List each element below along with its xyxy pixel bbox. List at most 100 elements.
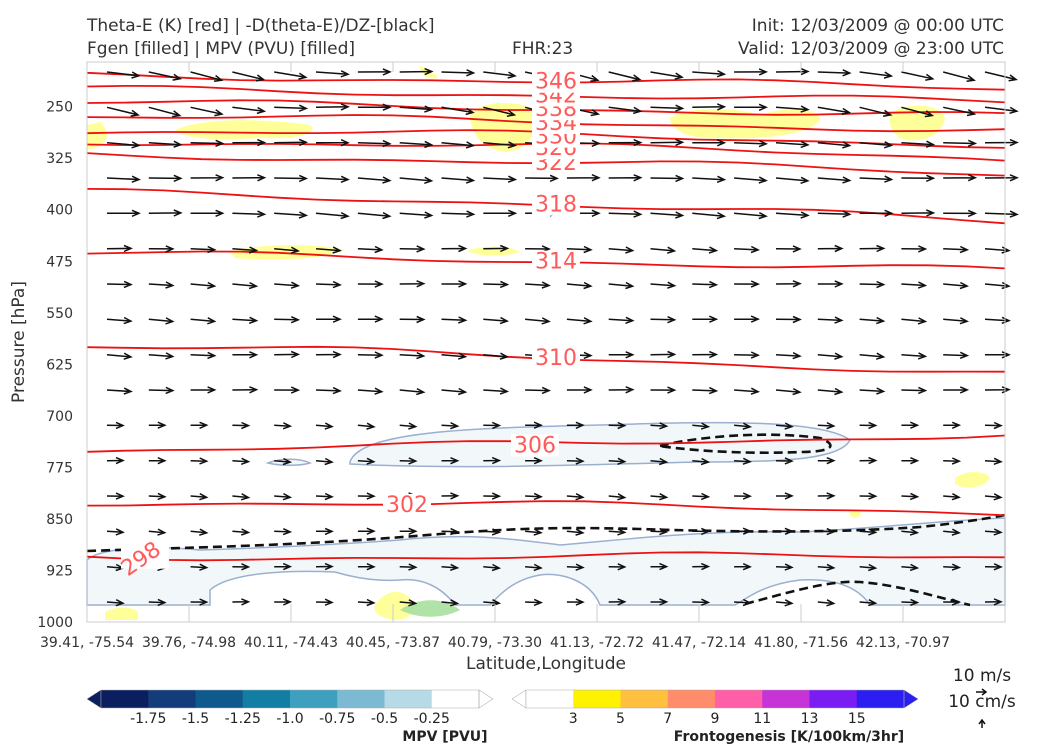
wind-arrow xyxy=(107,209,141,217)
wind-arrow xyxy=(106,106,140,117)
wind-arrow xyxy=(232,386,259,394)
wind-arrow xyxy=(274,246,300,254)
wind-arrow xyxy=(775,211,810,219)
wind-arrow xyxy=(692,139,727,147)
wind-arrow xyxy=(775,140,810,149)
wind-arrow xyxy=(106,599,125,607)
wind-arrow xyxy=(901,352,928,360)
fgen-region-3 xyxy=(670,108,820,139)
wind-arrow xyxy=(650,174,685,183)
wind-arrow xyxy=(692,422,711,430)
wind-arrow xyxy=(859,352,886,360)
wind-arrow xyxy=(901,245,928,253)
wind-arrow xyxy=(274,174,309,183)
contour-label-314: 314 xyxy=(535,250,577,275)
x-axis: 39.41, -75.54 39.76, -74.98 40.11, -74.43 4… xyxy=(40,62,950,651)
wind-arrow xyxy=(734,245,760,254)
wind-arrow xyxy=(190,493,209,501)
wind-arrow xyxy=(357,387,384,395)
mpv-colorbar-label: MPV [PVU] xyxy=(402,729,487,745)
fgen-colorbar-tick-label: 15 xyxy=(848,711,866,727)
wind-arrow xyxy=(859,71,894,79)
contour-label-bg xyxy=(532,70,580,93)
wind-arrow xyxy=(650,350,677,359)
wind-arrow xyxy=(608,316,635,325)
wind-arrow xyxy=(734,280,760,288)
wind-arrow xyxy=(190,421,209,429)
wind-arrow xyxy=(984,71,1018,82)
wind-arrow xyxy=(274,104,309,112)
wind-arrow xyxy=(984,528,1003,536)
wind-arrow xyxy=(901,598,920,607)
wind-arrow xyxy=(943,317,970,325)
wind-arrow xyxy=(943,493,961,501)
fgen-colorbar-tick-label: 13 xyxy=(801,711,819,727)
wind-arrow xyxy=(106,316,133,325)
wind-arrow xyxy=(399,176,434,185)
wind-arrow xyxy=(315,280,342,289)
wind-arrow xyxy=(859,106,893,117)
wind-key-arrow xyxy=(976,688,988,696)
mpv-colorbar-frame xyxy=(100,689,480,709)
contour-label-318: 318 xyxy=(535,193,577,218)
wind-arrow xyxy=(943,457,962,465)
wind-arrow xyxy=(566,281,593,290)
wind-arrow xyxy=(650,598,669,606)
wind-arrow xyxy=(315,70,350,78)
wind-arrow xyxy=(525,528,543,536)
fgen-colorbar-segment xyxy=(667,690,716,708)
wind-arrow xyxy=(943,71,976,83)
wind-arrow xyxy=(148,528,167,536)
wind-arrow xyxy=(943,563,962,571)
wind-arrow xyxy=(901,106,935,118)
wind-arrow xyxy=(859,175,894,183)
wind-arrow xyxy=(984,563,1003,571)
wind-arrow xyxy=(315,315,342,323)
wind-arrow xyxy=(566,528,585,536)
y-tick-label: 850 xyxy=(46,512,73,528)
wind-arrow xyxy=(106,141,141,149)
wind-arrow xyxy=(650,211,685,219)
wind-arrow xyxy=(608,174,643,182)
wind-arrow xyxy=(399,105,434,113)
wind-arrow xyxy=(441,316,468,324)
wind-arrow xyxy=(734,492,752,500)
wind-arrow xyxy=(734,68,768,76)
wind-arrow xyxy=(148,598,167,607)
wind-arrow xyxy=(190,71,224,83)
wind-arrow xyxy=(315,246,342,254)
wind-arrow xyxy=(148,317,175,325)
wind-arrow xyxy=(734,527,752,535)
wind-arrow xyxy=(525,281,551,289)
wind-arrow xyxy=(399,563,418,571)
mpv-colorbar-tick-label: -1.5 xyxy=(182,711,209,727)
wind-arrow xyxy=(692,315,719,323)
wind-arrow xyxy=(148,245,175,253)
wind-arrow xyxy=(775,315,802,324)
wind-arrow xyxy=(943,174,978,182)
wind-arrow xyxy=(734,422,753,430)
wind-arrow xyxy=(692,175,727,184)
wind-arrow xyxy=(106,175,141,183)
wind-arrow xyxy=(441,210,476,218)
wind-arrow xyxy=(483,492,502,500)
fgen-region-2 xyxy=(470,103,537,152)
wind-arrow xyxy=(650,493,669,501)
mpv-colorbar-segment xyxy=(148,690,196,708)
wind-arrow xyxy=(315,562,334,571)
wind-arrow xyxy=(483,209,518,217)
stability-contours xyxy=(86,433,1006,607)
wind-arrow xyxy=(399,211,434,219)
wind-arrow xyxy=(441,106,475,116)
wind-arrow xyxy=(817,422,836,430)
wind-arrow xyxy=(106,244,133,253)
x-tick-label: 40.11, -74.43 xyxy=(244,635,338,651)
wind-arrow xyxy=(357,176,392,184)
wind-arrow xyxy=(650,386,677,394)
x-tick-label: 41.13, -72.72 xyxy=(550,635,644,651)
wind-arrow xyxy=(441,69,476,77)
wind-arrow xyxy=(399,599,418,607)
wind-arrow xyxy=(984,138,1019,147)
wind-arrow xyxy=(775,67,810,76)
